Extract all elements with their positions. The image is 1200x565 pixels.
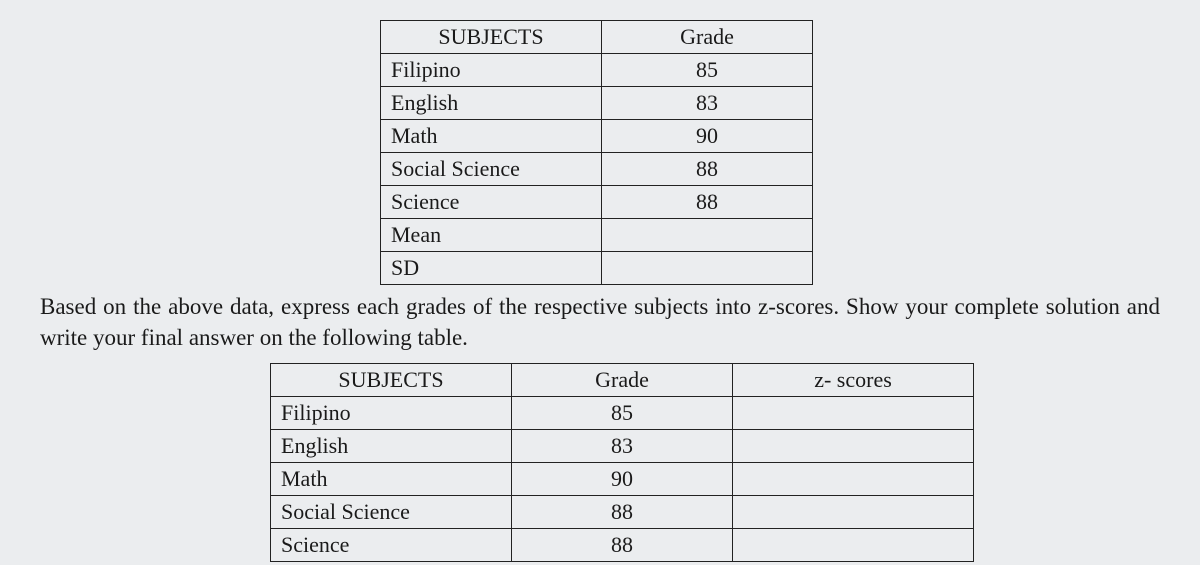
header-zscore: z- scores: [733, 364, 974, 397]
cell-subject: Social Science: [271, 496, 512, 529]
cell-subject: SD: [381, 252, 602, 285]
cell-subject: Filipino: [381, 54, 602, 87]
table-row: Math 90: [381, 120, 813, 153]
cell-zscore: [733, 463, 974, 496]
cell-subject: Mean: [381, 219, 602, 252]
table-row: Mean: [381, 219, 813, 252]
table-row: Social Science 88: [271, 496, 974, 529]
table-row: Filipino 85: [381, 54, 813, 87]
table-header-row: SUBJECTS Grade: [381, 21, 813, 54]
cell-grade: 83: [512, 430, 733, 463]
cell-subject: Math: [381, 120, 602, 153]
instruction-paragraph: Based on the above data, express each gr…: [40, 291, 1160, 353]
cell-grade: 88: [602, 186, 813, 219]
cell-grade: 83: [602, 87, 813, 120]
table-row: English 83: [381, 87, 813, 120]
grades-table: SUBJECTS Grade Filipino 85 English 83 Ma…: [380, 20, 813, 285]
cell-zscore: [733, 430, 974, 463]
cell-subject: Science: [271, 529, 512, 562]
cell-grade: 85: [602, 54, 813, 87]
cell-grade: 88: [512, 496, 733, 529]
cell-subject: Social Science: [381, 153, 602, 186]
header-subject: SUBJECTS: [271, 364, 512, 397]
cell-grade: 88: [602, 153, 813, 186]
table-row: Social Science 88: [381, 153, 813, 186]
header-grade: Grade: [512, 364, 733, 397]
cell-grade: 90: [512, 463, 733, 496]
table-row: Filipino 85: [271, 397, 974, 430]
table-header-row: SUBJECTS Grade z- scores: [271, 364, 974, 397]
header-subject: SUBJECTS: [381, 21, 602, 54]
table-row: English 83: [271, 430, 974, 463]
page: SUBJECTS Grade Filipino 85 English 83 Ma…: [40, 20, 1160, 562]
table-row: SD: [381, 252, 813, 285]
table-row: Science 88: [271, 529, 974, 562]
cell-subject: Science: [381, 186, 602, 219]
cell-grade: 88: [512, 529, 733, 562]
cell-grade: 90: [602, 120, 813, 153]
cell-zscore: [733, 397, 974, 430]
cell-zscore: [733, 529, 974, 562]
cell-subject: English: [381, 87, 602, 120]
cell-subject: Filipino: [271, 397, 512, 430]
header-grade: Grade: [602, 21, 813, 54]
cell-grade: 85: [512, 397, 733, 430]
cell-subject: Math: [271, 463, 512, 496]
cell-subject: English: [271, 430, 512, 463]
cell-grade: [602, 219, 813, 252]
cell-zscore: [733, 496, 974, 529]
table-row: Math 90: [271, 463, 974, 496]
table-row: Science 88: [381, 186, 813, 219]
cell-grade: [602, 252, 813, 285]
zscore-table: SUBJECTS Grade z- scores Filipino 85 Eng…: [270, 363, 974, 562]
